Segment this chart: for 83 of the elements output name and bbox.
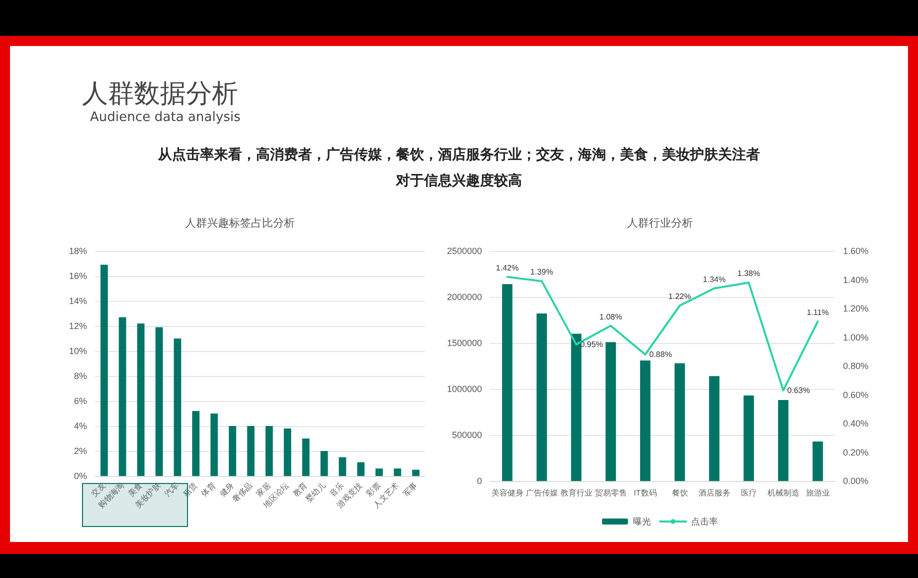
bar	[571, 334, 582, 481]
y-tick-label: 2000000	[446, 292, 482, 302]
bar	[247, 426, 254, 476]
x-tick-label: 军事	[401, 480, 420, 498]
bar	[338, 457, 346, 476]
x-tick-label: 广告传媒	[526, 488, 558, 498]
bar	[210, 414, 218, 476]
y-tick-label: 2%	[74, 446, 87, 456]
bar	[744, 395, 754, 481]
legend-label: 点击率	[691, 516, 718, 526]
bar	[118, 317, 126, 476]
y2-tick-label: 0.80%	[843, 361, 869, 371]
x-tick-label: 酒店服务	[698, 488, 730, 498]
bar	[357, 462, 364, 476]
y2-tick-label: 0.40%	[843, 418, 869, 428]
y-tick-label: 10%	[68, 346, 87, 356]
y2-tick-label: 1.60%	[843, 246, 869, 256]
bar	[812, 441, 823, 481]
bar	[192, 411, 200, 476]
y-tick-label: 8%	[74, 371, 87, 381]
y-tick-label: 1500000	[446, 338, 482, 348]
data-label: 1.39%	[530, 268, 554, 277]
y-tick-label: 6%	[74, 396, 87, 406]
data-label: 0.63%	[787, 386, 810, 395]
text: 对于信息兴趣度较高	[394, 172, 523, 190]
data-label: 1.42%	[496, 263, 519, 272]
bar	[502, 284, 512, 481]
text: Audience data analysis	[90, 110, 241, 125]
bar	[228, 426, 236, 476]
data-label: 1.08%	[599, 312, 622, 322]
x-tick-label: IT数码	[634, 488, 657, 498]
y-tick-label: 500000	[452, 430, 482, 440]
bar	[536, 314, 547, 481]
bar	[376, 468, 383, 476]
bar	[302, 438, 310, 476]
bar	[412, 470, 420, 476]
y-tick-label: 0	[476, 476, 482, 486]
y2-tick-label: 0.60%	[843, 390, 869, 400]
y2-tick-label: 0.20%	[843, 447, 869, 458]
x-tick-label: 教育行业	[560, 488, 592, 498]
y-tick-label: 14%	[68, 296, 87, 306]
x-tick-label: 旅游业	[806, 488, 830, 498]
bar	[320, 451, 328, 476]
text: 人群数据分析	[82, 78, 238, 111]
data-label: 1.34%	[702, 274, 726, 284]
x-tick-label: 医疗	[740, 488, 757, 498]
y-tick-label: 12%	[68, 321, 87, 331]
data-label: 1.22%	[668, 292, 692, 302]
y2-tick-label: 1.20%	[843, 304, 869, 314]
y2-tick-label: 1.00%	[843, 332, 869, 342]
bar	[100, 264, 108, 476]
y-tick-label: 0%	[74, 471, 87, 481]
bar	[156, 327, 163, 476]
chart-title: 人群行业分析	[627, 216, 693, 230]
bar	[778, 400, 788, 481]
y-tick-label: 1000000	[446, 384, 482, 394]
x-tick-label: 体育	[200, 480, 218, 498]
x-tick-label: 贸易零售	[594, 488, 627, 498]
bar	[606, 342, 616, 481]
bar	[266, 426, 273, 476]
bar	[674, 363, 685, 481]
x-tick-label: 汽车	[163, 480, 181, 498]
text: 从点击率来看，高消费者，广告传媒，餐饮，酒店服务行业；交友，海淘，美食，美妆护肤关注者	[156, 146, 761, 164]
bar	[394, 468, 402, 476]
y-tick-label: 4%	[74, 421, 87, 431]
bar	[137, 324, 144, 476]
data-label: 1.11%	[806, 308, 829, 317]
legend-label: 曝光	[633, 516, 651, 526]
y2-tick-label: 1.40%	[843, 274, 869, 285]
bar	[284, 428, 292, 476]
y-tick-label: 16%	[68, 271, 87, 281]
x-tick-label: 餐饮	[672, 488, 688, 498]
bar	[174, 338, 182, 476]
data-label: 0.88%	[649, 350, 672, 359]
y2-tick-label: 0.00%	[843, 476, 869, 486]
x-tick-label: 机械制造	[767, 488, 800, 498]
bar	[640, 360, 650, 481]
data-label: 1.38%	[737, 269, 760, 278]
y-tick-label: 2500000	[446, 246, 482, 256]
bar	[709, 376, 720, 481]
y-tick-label: 18%	[68, 246, 87, 256]
chart-title: 人群兴趣标签占比分析	[185, 216, 295, 230]
x-tick-label: 美容健身	[491, 488, 524, 498]
